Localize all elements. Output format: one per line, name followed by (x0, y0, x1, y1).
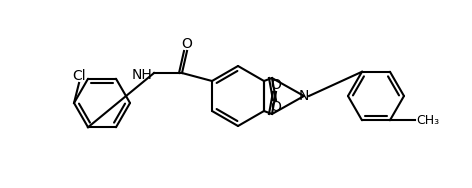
Text: CH₃: CH₃ (416, 114, 439, 127)
Text: O: O (270, 78, 281, 92)
Text: NH: NH (131, 68, 152, 82)
Text: O: O (270, 100, 281, 114)
Text: N: N (299, 89, 309, 103)
Text: Cl: Cl (72, 69, 86, 83)
Text: O: O (182, 37, 193, 51)
